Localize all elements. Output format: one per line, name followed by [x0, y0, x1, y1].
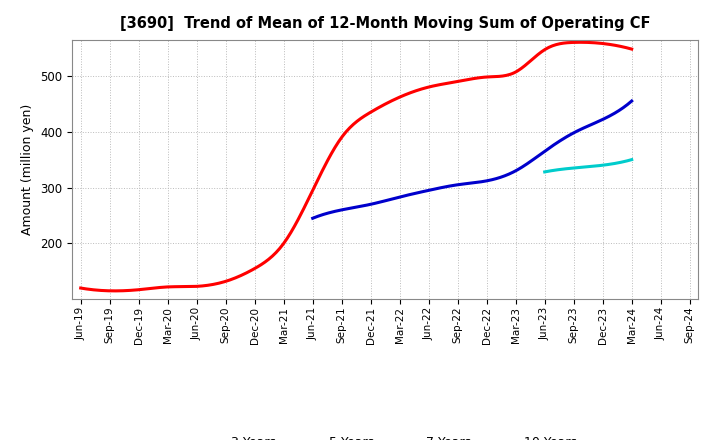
3 Years — [627, 47, 636, 52]
5 Years — [308, 216, 317, 221]
3 Years — [543, 46, 552, 51]
Title: [3690]  Trend of Mean of 12-Month Moving Sum of Operating CF: [3690] Trend of Mean of 12-Month Moving … — [120, 16, 650, 32]
3 Years — [415, 87, 424, 92]
3 Years — [580, 40, 588, 45]
5 Years — [498, 174, 506, 180]
7 Years — [592, 163, 600, 169]
Line: 3 Years: 3 Years — [81, 42, 631, 291]
5 Years — [503, 172, 512, 177]
3 Years — [576, 40, 585, 45]
Y-axis label: Amount (million yen): Amount (million yen) — [22, 104, 35, 235]
7 Years — [613, 160, 622, 165]
7 Years — [593, 163, 602, 169]
7 Years — [541, 169, 549, 175]
5 Years — [577, 126, 586, 132]
3 Years — [112, 288, 120, 293]
5 Years — [627, 99, 636, 104]
3 Years — [405, 91, 413, 96]
5 Years — [598, 117, 606, 122]
7 Years — [592, 163, 600, 169]
3 Years — [76, 286, 85, 291]
5 Years — [498, 174, 507, 179]
7 Years — [627, 157, 636, 162]
Line: 5 Years: 5 Years — [312, 101, 631, 218]
3 Years — [406, 90, 415, 95]
7 Years — [541, 169, 549, 175]
5 Years — [310, 215, 318, 220]
7 Years — [619, 159, 628, 165]
3 Years — [78, 286, 87, 291]
Line: 7 Years: 7 Years — [545, 160, 631, 172]
Legend: 3 Years, 5 Years, 7 Years, 10 Years: 3 Years, 5 Years, 7 Years, 10 Years — [189, 431, 582, 440]
